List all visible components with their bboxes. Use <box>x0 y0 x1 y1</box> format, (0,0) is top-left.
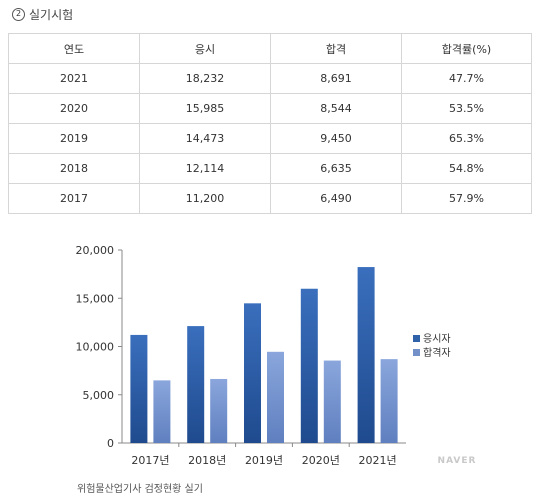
cell-year: 2019 <box>8 123 140 154</box>
bar-applicants <box>357 267 375 443</box>
bar-passers <box>380 359 398 443</box>
cell-passers: 6,490 <box>270 183 402 214</box>
cell-passers: 8,691 <box>270 63 402 94</box>
bar-passers <box>153 380 171 443</box>
section-number-marker: 2 <box>12 7 25 21</box>
x-tick-label: 2018년 <box>188 454 226 467</box>
cell-year: 2021 <box>8 63 140 94</box>
cell-year: 2020 <box>8 93 140 124</box>
bar-passers <box>267 351 284 443</box>
table-header-row: 연도 응시 합격 합격률(%) <box>8 33 532 64</box>
x-tick-label: 2017년 <box>131 454 169 467</box>
y-tick-label: 5,000 <box>83 389 115 402</box>
bar-passers <box>323 360 341 443</box>
chart-caption: 위험물산업기사 검정현황 실기 <box>77 484 203 495</box>
y-tick-label: 20,000 <box>76 244 115 257</box>
table-row: 2017 11,200 6,490 57.9% <box>8 183 532 214</box>
exam-stats-table: 연도 응시 합격 합격률(%) 2021 18,232 8,691 47.7% … <box>8 33 532 214</box>
exam-stats-chart: 0 5,000 10,000 15,000 20,000 2017년 2018년 2019년 2… <box>0 236 544 476</box>
bar-applicants <box>244 303 261 443</box>
y-tick-label: 0 <box>107 437 114 450</box>
section-title: 실기시험 <box>29 7 74 22</box>
bar-applicants <box>187 326 205 443</box>
x-tick-label: 2019년 <box>245 454 283 467</box>
cell-pass-rate: 54.8% <box>401 153 532 184</box>
cell-passers: 8,544 <box>270 93 402 124</box>
cell-passers: 9,450 <box>270 123 402 154</box>
legend-label-passers: 합격자 <box>423 346 451 359</box>
x-tick-label: 2021년 <box>359 454 397 467</box>
x-tick-label: 2020년 <box>302 454 340 467</box>
header-applicants: 응시 <box>139 33 271 64</box>
table-row: 2021 18,232 8,691 47.7% <box>8 63 532 94</box>
cell-passers: 6,635 <box>270 153 402 184</box>
cell-applicants: 12,114 <box>139 153 271 184</box>
legend-swatch-passers <box>413 349 420 356</box>
y-tick-label: 15,000 <box>76 292 115 305</box>
bar-applicants <box>300 288 318 443</box>
cell-year: 2017 <box>8 183 140 214</box>
cell-pass-rate: 57.9% <box>401 183 532 214</box>
cell-applicants: 18,232 <box>139 63 271 94</box>
bar-passers <box>210 378 228 443</box>
table-row: 2018 12,114 6,635 54.8% <box>8 153 532 184</box>
bar-chart-svg: 0 5,000 10,000 15,000 20,000 2017년 2018년 2019년 2… <box>76 244 477 467</box>
cell-pass-rate: 47.7% <box>401 63 532 94</box>
header-year: 연도 <box>8 33 140 64</box>
naver-watermark: NAVER <box>438 456 477 466</box>
cell-pass-rate: 53.5% <box>401 93 532 124</box>
y-tick-label: 10,000 <box>76 341 115 354</box>
cell-applicants: 11,200 <box>139 183 271 214</box>
cell-pass-rate: 65.3% <box>401 123 532 154</box>
cell-year: 2018 <box>8 153 140 184</box>
cell-applicants: 15,985 <box>139 93 271 124</box>
bar-applicants <box>130 334 148 443</box>
section-heading: 2 실기시험 <box>12 5 73 23</box>
header-passers: 합격 <box>270 33 402 64</box>
cell-applicants: 14,473 <box>139 123 271 154</box>
legend-swatch-applicants <box>413 335 420 342</box>
legend-label-applicants: 응시자 <box>423 333 451 345</box>
table-row: 2020 15,985 8,544 53.5% <box>8 93 532 124</box>
table-row: 2019 14,473 9,450 65.3% <box>8 123 532 154</box>
header-pass-rate: 합격률(%) <box>401 33 532 64</box>
